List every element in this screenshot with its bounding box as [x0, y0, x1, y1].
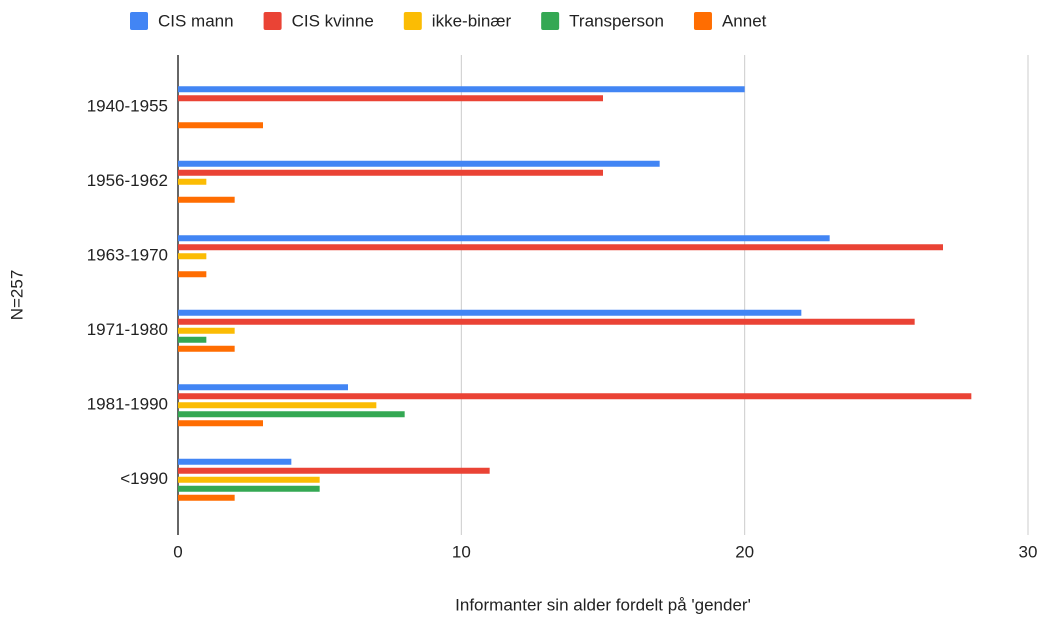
- bar: [178, 169, 603, 176]
- bar: [178, 402, 377, 409]
- y-tick-label: 1981-1990: [87, 395, 168, 414]
- legend-label: CIS kvinne: [292, 11, 374, 30]
- bar: [178, 327, 235, 334]
- legend-swatch: [693, 12, 712, 30]
- y-tick-label: 1971-1980: [87, 320, 168, 339]
- bar: [178, 196, 235, 203]
- legend-swatch: [263, 12, 282, 30]
- legend-label: Annet: [722, 11, 767, 30]
- bar: [178, 122, 263, 129]
- legend-label: ikke-binær: [432, 11, 512, 30]
- x-tick-label: 20: [735, 542, 754, 561]
- y-tick-label: <1990: [120, 469, 168, 488]
- y-axis-title: N=257: [7, 270, 26, 321]
- bar: [178, 458, 292, 465]
- bar: [178, 95, 603, 102]
- bar: [178, 244, 943, 251]
- bar: [178, 494, 235, 501]
- bar: [178, 235, 830, 242]
- legend-label: Transperson: [569, 11, 664, 30]
- legend-label: CIS mann: [158, 11, 234, 30]
- bar: [178, 384, 348, 391]
- bar: [178, 485, 320, 492]
- bar: [178, 309, 802, 316]
- legend-swatch: [403, 12, 422, 30]
- bar: [178, 336, 207, 343]
- bar: [178, 318, 915, 325]
- bar: [178, 86, 745, 93]
- legend-swatch: [541, 12, 560, 30]
- bar: [178, 467, 490, 474]
- x-tick-label: 10: [452, 542, 471, 561]
- bar: [178, 411, 405, 418]
- bar: [178, 476, 320, 483]
- bar: [178, 420, 263, 427]
- bar: [178, 253, 207, 260]
- bar: [178, 271, 207, 278]
- x-tick-label: 0: [173, 542, 182, 561]
- bar: [178, 345, 235, 352]
- bar: [178, 393, 972, 400]
- y-tick-label: 1940-1955: [87, 97, 168, 116]
- x-tick-label: 30: [1019, 542, 1038, 561]
- y-tick-label: 1956-1962: [87, 171, 168, 190]
- bar: [178, 160, 660, 167]
- y-tick-label: 1963-1970: [87, 246, 168, 265]
- bar: [178, 178, 207, 185]
- legend-swatch: [130, 12, 148, 30]
- x-axis-title: Informanter sin alder fordelt på 'gender…: [455, 595, 751, 614]
